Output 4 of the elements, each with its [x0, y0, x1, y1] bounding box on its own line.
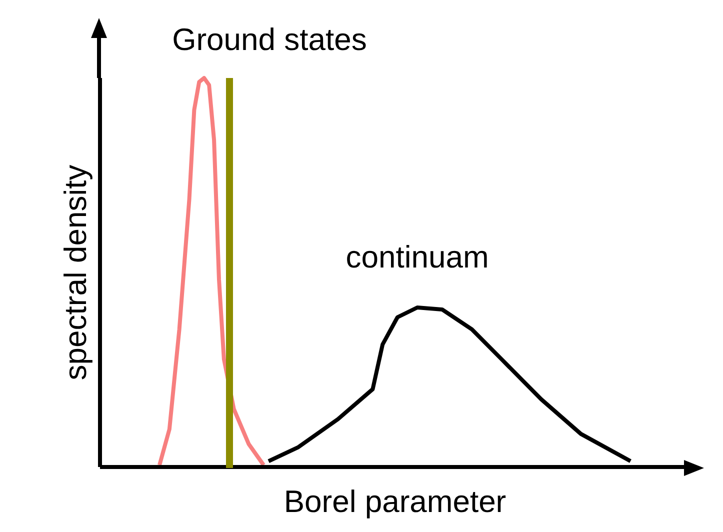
x-axis-title: Borel parameter [284, 484, 506, 520]
y-axis-title: spectral density [58, 164, 94, 380]
text: Ground states [172, 22, 367, 57]
series-label: continuam [346, 240, 489, 275]
